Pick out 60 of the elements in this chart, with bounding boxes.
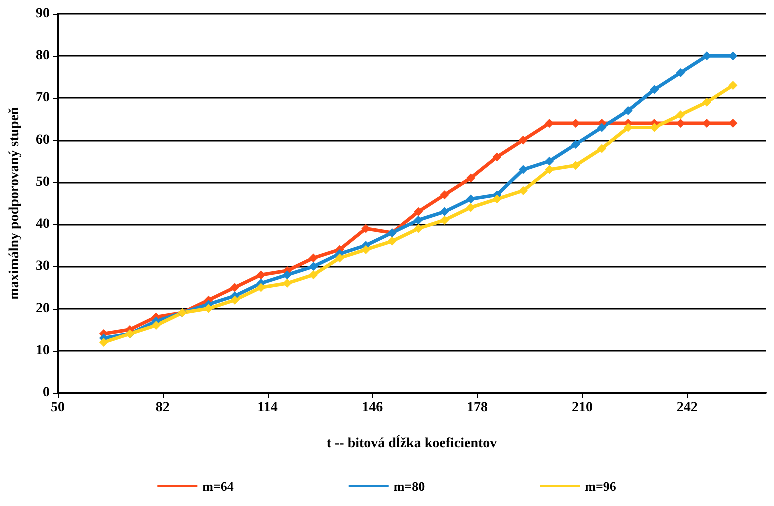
- point: [362, 245, 371, 254]
- point: [440, 216, 450, 225]
- y-tick-label: 50: [36, 174, 50, 190]
- point: [598, 123, 607, 132]
- point: [230, 296, 240, 305]
- point: [518, 186, 528, 196]
- point: [492, 194, 502, 204]
- point: [440, 207, 450, 216]
- y-tick-label: 20: [36, 301, 50, 316]
- point: [676, 68, 686, 78]
- point: [545, 156, 554, 166]
- point: [99, 338, 108, 347]
- x-tick-label: 242: [676, 400, 698, 416]
- point: [702, 98, 712, 107]
- x-tick-label: 146: [362, 400, 384, 416]
- y-tick-label: 70: [36, 90, 50, 106]
- point: [466, 174, 476, 183]
- point: [256, 270, 266, 280]
- x-tick-label: 178: [467, 400, 488, 416]
- point: [282, 270, 292, 280]
- point: [230, 283, 240, 292]
- y-tick-label: 10: [36, 343, 50, 358]
- point: [309, 270, 318, 280]
- point: [414, 216, 424, 225]
- y-tick-label: 40: [36, 217, 50, 232]
- point: [571, 140, 580, 150]
- point: [256, 283, 266, 292]
- point: [204, 304, 214, 314]
- point: [309, 254, 318, 263]
- point: [152, 321, 161, 330]
- point: [518, 136, 528, 145]
- y-axis-title: maximálny podporovaný stupeň: [8, 106, 22, 300]
- point: [650, 85, 660, 94]
- point: [440, 190, 450, 200]
- y-tick-label: 80: [36, 48, 50, 64]
- point: [518, 165, 528, 174]
- point: [492, 152, 502, 162]
- x-tick-label: 210: [572, 400, 593, 416]
- point: [388, 236, 397, 246]
- point: [598, 144, 607, 154]
- legend-label: m=80: [394, 479, 426, 494]
- point: [466, 194, 476, 204]
- y-tick-label: 30: [36, 259, 50, 274]
- legend-label: m=64: [202, 479, 234, 494]
- legend-label: m=96: [585, 479, 617, 494]
- point: [414, 207, 424, 216]
- y-tick-label: 0: [43, 386, 50, 400]
- point: [728, 81, 738, 90]
- point: [414, 224, 424, 234]
- point: [309, 262, 318, 272]
- x-tick-label: 82: [156, 400, 170, 416]
- y-tick-label: 60: [36, 132, 50, 148]
- y-tick-label: 90: [36, 6, 50, 22]
- point: [335, 254, 344, 263]
- x-tick-label: 50: [51, 400, 65, 416]
- point: [676, 110, 686, 120]
- x-axis-title: t -- bitová dĺžka koeficientov: [326, 434, 498, 452]
- x-tick-label: 114: [258, 400, 278, 416]
- point: [624, 106, 633, 116]
- point: [466, 203, 476, 212]
